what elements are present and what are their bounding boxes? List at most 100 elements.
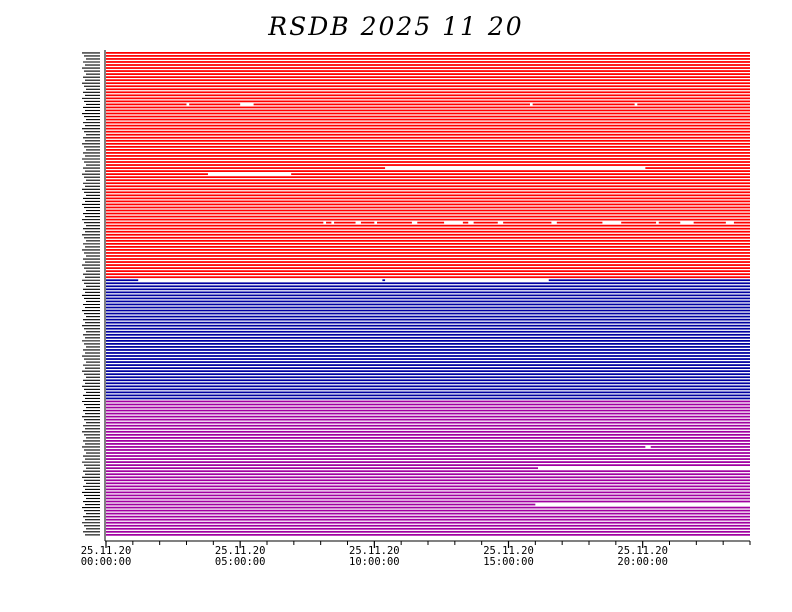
data-row-101 <box>106 358 750 360</box>
data-row-1 <box>106 55 750 57</box>
data-row-24 <box>106 124 750 127</box>
data-row-150 <box>106 506 750 509</box>
data-row-156 <box>106 524 750 527</box>
data-row-56 <box>106 221 750 224</box>
data-row-126 <box>106 433 750 436</box>
data-row-149 <box>106 503 750 506</box>
data-row-134 <box>106 458 750 460</box>
data-row-154 <box>106 518 750 521</box>
data-row-21 <box>106 115 750 118</box>
data-row-111 <box>106 388 750 391</box>
data-row-66 <box>106 252 750 254</box>
data-row-100 <box>106 355 750 357</box>
x-tick-time-4: 20:00:00 <box>617 556 668 568</box>
x-tick-date-4: 25.11.20 <box>617 545 668 557</box>
data-row-119 <box>106 412 750 415</box>
data-row-77 <box>106 285 750 288</box>
data-gap-8 <box>355 221 361 225</box>
data-row-10 <box>106 82 750 85</box>
data-row-81 <box>106 297 750 300</box>
x-tick-date-1: 25.11.20 <box>215 545 266 557</box>
data-gap-20 <box>385 279 549 282</box>
data-row-79 <box>106 291 750 294</box>
data-row-30 <box>106 142 750 145</box>
data-gap-2 <box>529 103 533 106</box>
x-tick-date-0: 25.11.20 <box>81 545 132 557</box>
data-row-116 <box>106 403 750 406</box>
data-row-3 <box>106 61 750 63</box>
data-row-141 <box>106 479 750 482</box>
data-row-88 <box>106 318 750 321</box>
data-gap-5 <box>207 172 292 176</box>
data-gap-4 <box>385 166 646 170</box>
x-tick-time-0: 00:00:00 <box>81 556 132 568</box>
data-row-16 <box>106 100 750 103</box>
data-row-117 <box>106 406 750 409</box>
data-row-153 <box>106 515 750 518</box>
data-row-62 <box>106 239 750 242</box>
data-gap-9 <box>374 221 378 225</box>
data-row-48 <box>106 197 750 200</box>
data-row-34 <box>106 155 750 157</box>
data-row-103 <box>106 364 750 366</box>
data-row-87 <box>106 315 750 318</box>
data-row-73 <box>106 273 750 276</box>
data-row-140 <box>106 476 750 479</box>
data-row-95 <box>106 339 750 342</box>
data-row-70 <box>106 264 750 266</box>
data-row-6 <box>106 70 750 72</box>
data-row-109 <box>106 382 750 385</box>
data-row-20 <box>106 112 750 115</box>
data-row-137 <box>106 467 750 470</box>
data-row-0 <box>106 52 750 54</box>
data-row-72 <box>106 270 750 273</box>
data-gap-10 <box>411 221 418 225</box>
data-gap-7 <box>331 221 335 225</box>
data-row-113 <box>106 394 750 397</box>
data-row-17 <box>106 103 750 106</box>
data-row-68 <box>106 258 750 260</box>
data-gap-19 <box>138 279 383 282</box>
data-gap-0 <box>186 103 190 106</box>
chart-title: RSDB 2025 11 20 <box>268 12 524 41</box>
data-row-118 <box>106 409 750 412</box>
data-row-76 <box>106 282 750 285</box>
x-tick-date-2: 25.11.20 <box>349 545 400 557</box>
data-row-128 <box>106 440 750 442</box>
data-row-85 <box>106 309 750 312</box>
data-gap-14 <box>551 221 557 225</box>
data-gap-13 <box>497 221 504 225</box>
data-row-46 <box>106 191 750 194</box>
data-row-104 <box>106 367 750 370</box>
station-rows <box>106 52 750 536</box>
data-row-142 <box>106 482 750 485</box>
data-gap-22 <box>538 466 750 470</box>
x-tick-date-3: 25.11.20 <box>483 545 534 557</box>
data-gap-17 <box>680 221 694 225</box>
data-row-35 <box>106 158 750 160</box>
data-row-114 <box>106 397 750 400</box>
data-row-71 <box>106 267 750 269</box>
data-row-47 <box>106 194 750 197</box>
data-row-139 <box>106 473 750 476</box>
data-row-2 <box>106 58 750 60</box>
data-row-23 <box>106 121 750 124</box>
data-gap-21 <box>645 445 651 449</box>
data-row-96 <box>106 343 750 345</box>
data-row-43 <box>106 182 750 185</box>
data-row-19 <box>106 109 750 112</box>
data-row-42 <box>106 179 750 182</box>
data-row-25 <box>106 127 750 130</box>
data-row-28 <box>106 136 750 139</box>
data-row-98 <box>106 349 750 351</box>
data-row-146 <box>106 494 750 497</box>
data-row-14 <box>106 94 750 97</box>
data-row-105 <box>106 370 750 373</box>
data-row-53 <box>106 212 750 215</box>
data-row-54 <box>106 215 750 218</box>
data-row-15 <box>106 97 750 100</box>
data-row-41 <box>106 176 750 179</box>
data-row-83 <box>106 303 750 306</box>
data-row-157 <box>106 527 750 530</box>
